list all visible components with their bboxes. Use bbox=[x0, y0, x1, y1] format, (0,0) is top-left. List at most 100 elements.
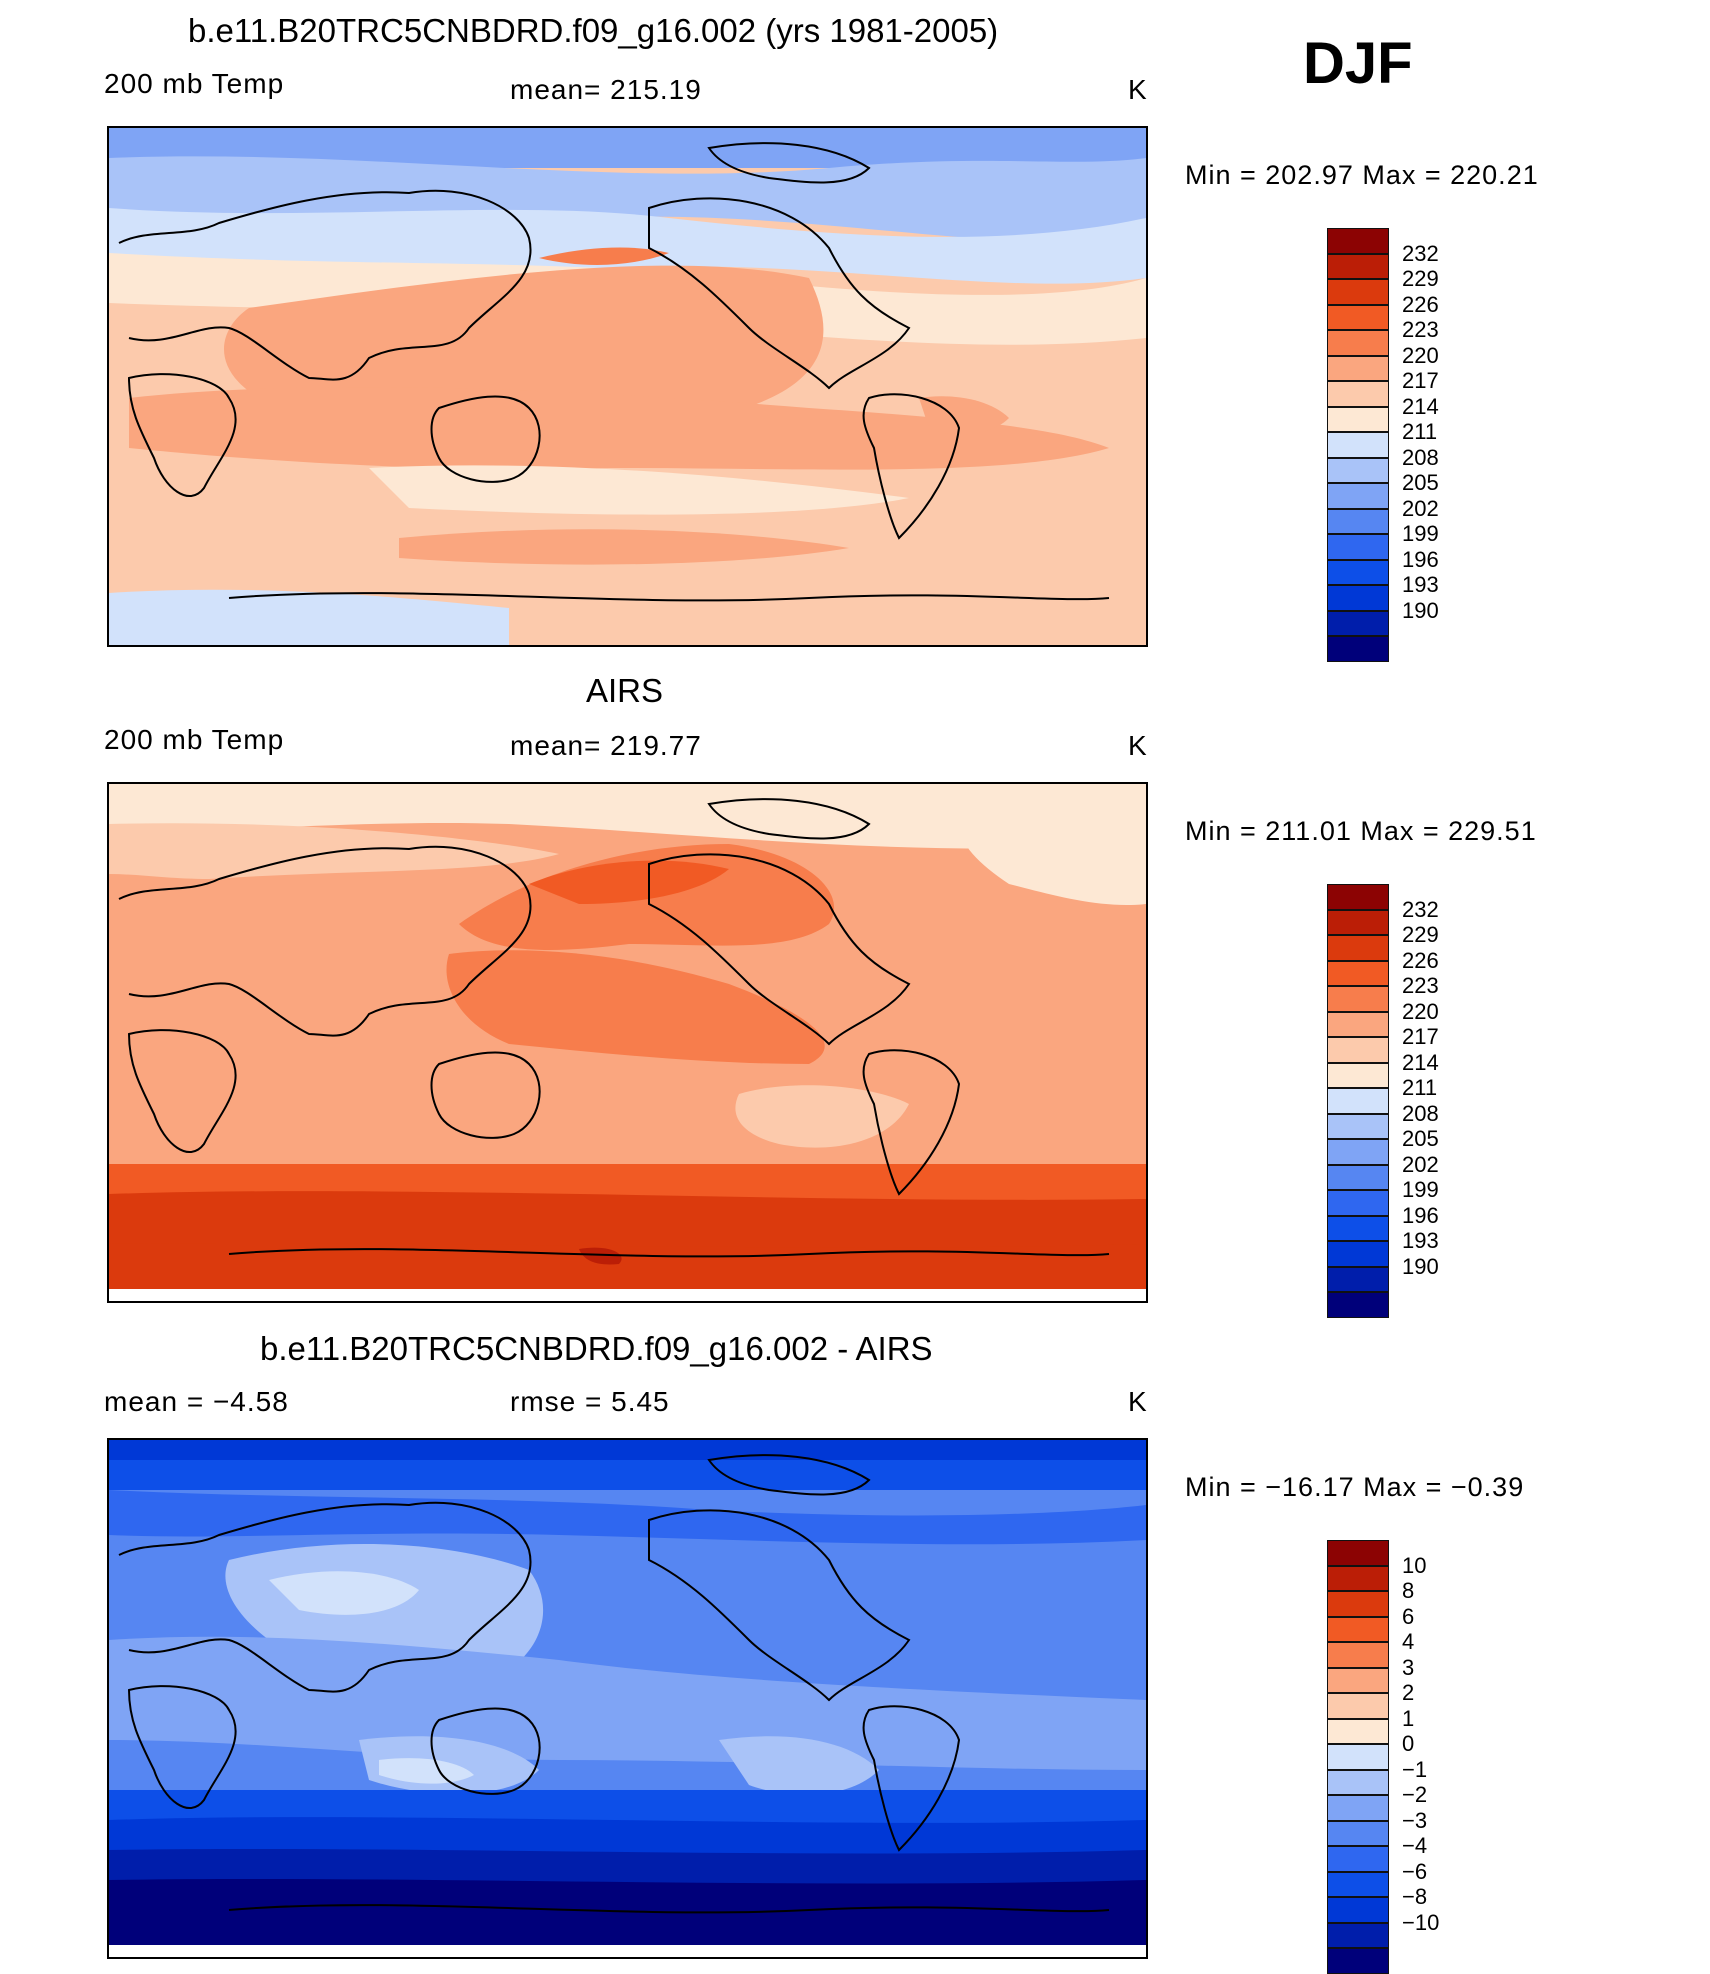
colorbar-tick-label: −4 bbox=[1402, 1833, 1428, 1858]
colorbar-swatch bbox=[1327, 228, 1389, 254]
colorbar-swatch bbox=[1327, 1292, 1389, 1318]
colorbar-swatch bbox=[1327, 636, 1389, 662]
colorbar-tick-label: 10 bbox=[1402, 1552, 1427, 1578]
colorbar-tick-label: 223 bbox=[1402, 317, 1439, 342]
colorbar-tick-label: 208 bbox=[1402, 444, 1439, 470]
panel-units-label: K bbox=[1128, 730, 1148, 761]
colorbar-tick-label: −2 bbox=[1402, 1782, 1428, 1807]
band bbox=[109, 1490, 1146, 1545]
colorbar-swatch bbox=[1327, 406, 1389, 432]
colorbar-swatch bbox=[1327, 1139, 1389, 1165]
colorbar-tick-label: 211 bbox=[1402, 1075, 1438, 1100]
panel-minmax-label: Min = 211.01 Max = 229.51 bbox=[1185, 816, 1537, 846]
colorbar-swatch bbox=[1327, 1190, 1389, 1216]
colorbar-tick-label: 2 bbox=[1402, 1680, 1415, 1705]
colorbar-tick-label: 229 bbox=[1402, 922, 1439, 947]
band bbox=[109, 1945, 1146, 1957]
colorbar-swatch bbox=[1327, 1718, 1389, 1744]
colorbar-swatch bbox=[1327, 1820, 1389, 1846]
colorbar-swatch bbox=[1327, 432, 1389, 458]
band bbox=[109, 589, 509, 645]
colorbar-swatch bbox=[1327, 559, 1389, 585]
colorbar-swatch bbox=[1327, 1011, 1389, 1037]
colorbar-tick-label: 229 bbox=[1402, 266, 1439, 291]
panel-rmse-label: rmse = 5.45 bbox=[510, 1386, 670, 1417]
map-panel-obs bbox=[107, 782, 1148, 1303]
panel-title: b.e11.B20TRC5CNBDRD.f09_g16.002 - AIRS bbox=[260, 1330, 933, 1367]
colorbar-tick-label: 4 bbox=[1402, 1629, 1415, 1654]
season-label: DJF bbox=[1303, 31, 1413, 96]
colorbar-tick-label: 6 bbox=[1402, 1603, 1415, 1629]
panel-variable-label: 200 mb Temp bbox=[104, 724, 285, 755]
map-panel-diff bbox=[107, 1438, 1148, 1959]
band bbox=[109, 784, 1146, 849]
colorbar-swatch bbox=[1327, 585, 1389, 611]
colorbar-swatch bbox=[1327, 1565, 1389, 1591]
colorbar-swatch bbox=[1327, 1113, 1389, 1139]
colorbar-swatch bbox=[1327, 1591, 1389, 1617]
colorbar-tick-label: 1 bbox=[1402, 1705, 1415, 1731]
colorbar-swatch bbox=[1327, 279, 1389, 305]
colorbar-tick-label: 205 bbox=[1402, 1126, 1439, 1151]
colorbar-tick-label: 0 bbox=[1402, 1731, 1415, 1756]
colorbar-swatch bbox=[1327, 534, 1389, 560]
colorbar-tick-label: 211 bbox=[1402, 419, 1438, 444]
map-panel-model bbox=[107, 126, 1148, 647]
colorbar-swatch bbox=[1327, 1540, 1389, 1566]
colorbar-tick-label: 217 bbox=[1402, 1024, 1439, 1049]
colorbar-tick-label: 202 bbox=[1402, 1151, 1439, 1177]
colorbar-tick-label: 205 bbox=[1402, 470, 1439, 495]
panel-title: AIRS bbox=[586, 672, 664, 709]
panel-mean-label: mean= 219.77 bbox=[510, 730, 702, 761]
colorbar-swatch bbox=[1327, 457, 1389, 483]
band bbox=[735, 1085, 909, 1148]
colorbar-swatch bbox=[1327, 935, 1389, 961]
colorbar-tick-label: 217 bbox=[1402, 368, 1439, 393]
colorbar-tick-label: 208 bbox=[1402, 1100, 1439, 1126]
panel-units-label: K bbox=[1128, 1386, 1148, 1417]
panel-mean-label: mean = −4.58 bbox=[104, 1386, 289, 1417]
heatmap-obs bbox=[109, 784, 1146, 1301]
colorbar-swatch bbox=[1327, 1062, 1389, 1088]
colorbar-tick-label: −8 bbox=[1402, 1884, 1428, 1909]
colorbar-tick-label: 226 bbox=[1402, 291, 1439, 317]
panel-mean-label: mean= 215.19 bbox=[510, 74, 702, 105]
colorbar-swatch bbox=[1327, 330, 1389, 356]
band bbox=[539, 247, 669, 265]
colorbar-swatch bbox=[1327, 1088, 1389, 1114]
band bbox=[269, 1571, 419, 1615]
colorbar-swatch bbox=[1327, 1215, 1389, 1241]
colorbar-tick-label: 202 bbox=[1402, 495, 1439, 521]
colorbar-swatch bbox=[1327, 909, 1389, 935]
colorbar-swatch bbox=[1327, 610, 1389, 636]
panel-units-label: K bbox=[1128, 74, 1148, 105]
colorbar-tick-label: 8 bbox=[1402, 1578, 1415, 1603]
colorbar-tick-label: −6 bbox=[1402, 1858, 1428, 1884]
band bbox=[109, 1440, 1146, 1460]
heatmap-model bbox=[109, 128, 1146, 645]
colorbar-swatch bbox=[1327, 960, 1389, 986]
colorbar-tick-label: 199 bbox=[1402, 521, 1439, 546]
colorbar-tick-label: 196 bbox=[1402, 546, 1439, 572]
colorbar-tick-label: 199 bbox=[1402, 1177, 1439, 1202]
colorbar-swatch bbox=[1327, 1667, 1389, 1693]
colorbar-tick-label: 223 bbox=[1402, 973, 1439, 998]
colorbar-tick-label: 193 bbox=[1402, 1228, 1439, 1253]
colorbar-tick-label: 214 bbox=[1402, 393, 1439, 419]
colorbar-swatch bbox=[1327, 253, 1389, 279]
band bbox=[129, 387, 1109, 470]
band bbox=[109, 1289, 1146, 1301]
colorbar-swatch bbox=[1327, 304, 1389, 330]
panel-title: b.e11.B20TRC5CNBDRD.f09_g16.002 (yrs 198… bbox=[188, 12, 999, 49]
band bbox=[446, 950, 825, 1064]
colorbar-tick-label: 193 bbox=[1402, 572, 1439, 597]
band bbox=[529, 860, 729, 904]
colorbar-tick-label: 232 bbox=[1402, 896, 1439, 922]
band bbox=[369, 465, 909, 515]
colorbar-tick-label: 3 bbox=[1402, 1654, 1415, 1680]
colorbar-swatch bbox=[1327, 1897, 1389, 1923]
colorbar-swatch bbox=[1327, 1616, 1389, 1642]
panel-minmax-label: Min = −16.17 Max = −0.39 bbox=[1185, 1472, 1525, 1502]
colorbar-swatch bbox=[1327, 1846, 1389, 1872]
heatmap-diff bbox=[109, 1440, 1146, 1957]
